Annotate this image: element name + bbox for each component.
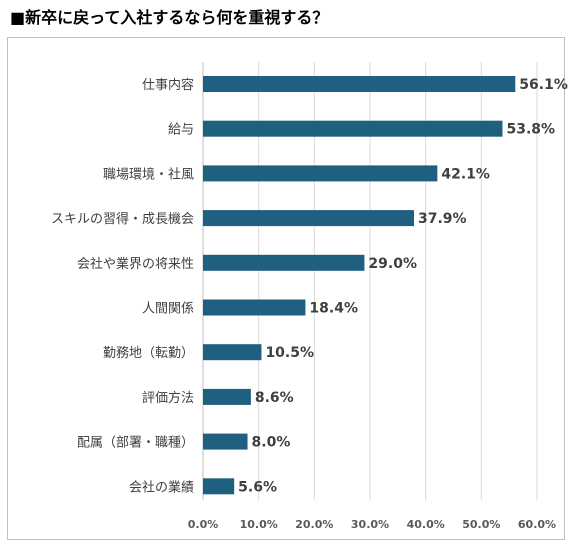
bar [203, 433, 248, 450]
x-tick-label: 10.0% [240, 518, 278, 531]
data-label: 29.0% [368, 256, 417, 272]
x-tick-label: 40.0% [407, 518, 445, 531]
data-label: 37.9% [418, 211, 467, 227]
bar [203, 210, 414, 227]
category-label: スキルの習得・成長機会 [51, 211, 194, 227]
data-label: 8.6% [255, 390, 294, 406]
data-label: 42.1% [441, 166, 490, 182]
chart-frame [7, 37, 565, 540]
category-label: 会社や業界の将来性 [77, 256, 194, 272]
chart-title: ■新卒に戻って入社するなら何を重視する？ [10, 8, 329, 27]
bar [203, 478, 235, 495]
x-tick-label: 50.0% [462, 518, 500, 531]
category-label: 職場環境・社風 [103, 166, 194, 182]
category-label: 勤務地（転勤） [103, 346, 194, 361]
category-label: 会社の業績 [129, 479, 194, 495]
bar [203, 299, 306, 316]
bar [203, 254, 365, 271]
category-label: 評価方法 [142, 390, 194, 406]
category-label: 配属（部署・職種） [77, 435, 194, 451]
x-tick-label: 20.0% [295, 518, 333, 531]
data-label: 10.5% [265, 345, 314, 361]
category-label: 人間関係 [142, 302, 194, 317]
x-tick-label: 60.0% [518, 518, 556, 531]
data-label: 8.0% [252, 435, 291, 451]
data-label: 18.4% [309, 301, 358, 317]
data-label: 53.8% [506, 122, 555, 138]
bar [203, 76, 516, 92]
bar [203, 165, 438, 182]
bar [203, 344, 262, 361]
data-label: 56.1% [519, 77, 568, 93]
category-label: 仕事内容 [142, 77, 194, 93]
bar [203, 388, 251, 405]
data-label: 5.6% [238, 479, 277, 495]
bar [203, 120, 503, 137]
x-tick-label: 0.0% [188, 518, 219, 531]
x-tick-label: 30.0% [351, 518, 389, 531]
category-label: 給与 [168, 123, 194, 138]
